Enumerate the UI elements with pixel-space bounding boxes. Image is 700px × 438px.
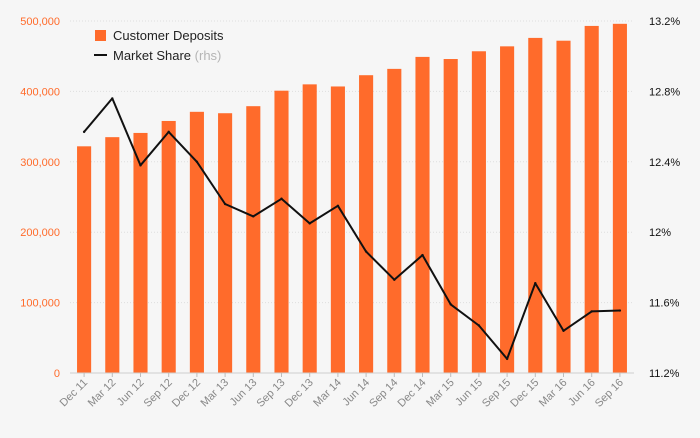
line-point [336,204,340,207]
bar [274,90,289,374]
line-point [618,309,622,312]
x-tick-label: Sep 14 [367,377,400,410]
line-point [477,324,481,327]
x-tick-label: Dec 13 [283,377,316,410]
x-tick-label: Dec 11 [58,377,91,410]
y-right-tick-label: 12.4% [649,157,680,169]
y-left-tick-label: 300,000 [20,157,60,169]
line-point [111,97,114,100]
chart-legend: Customer Deposits Market Share (rhs) [94,28,224,63]
bar [584,25,599,373]
y-left-tick-label: 200,000 [20,227,60,239]
x-tick-label: Jun 16 [566,377,598,409]
grid-layer [70,20,634,304]
market-share-line [83,97,620,360]
y-right-tick-label: 11.6% [649,298,680,310]
line-point [393,278,396,281]
line-point [562,329,565,332]
line-point [421,253,424,257]
y-right-tick-label: 13.2% [649,16,680,28]
bar [528,37,543,374]
line-point [280,197,283,200]
bar [443,59,458,374]
line-point [590,310,593,313]
line-point [223,202,227,206]
x-tick-label: Mar 14 [311,377,344,410]
bar [359,75,374,373]
legend-label-market-share: Market Share (rhs) [113,48,221,63]
y-left-tick-label: 0 [54,368,60,380]
legend-label-customer-deposits: Customer Deposits [113,28,224,43]
bar [302,84,317,374]
x-tick-label: Mar 13 [199,377,232,410]
x-tick-label: Dec 12 [170,377,203,410]
x-tick-label: Dec 14 [395,377,428,410]
x-tick-label: Jun 14 [340,377,372,409]
x-tick-label: Sep 16 [593,377,626,410]
bar [556,40,571,373]
bar [415,56,430,374]
bar [77,146,92,373]
bar [161,120,176,373]
bar [105,137,120,373]
y-left-tick-label: 400,000 [20,86,60,98]
line-layer [82,97,622,361]
y-right-tick-label: 12.8% [649,86,680,98]
line-point [252,215,255,218]
x-tick-label: Jun 12 [115,377,147,409]
y-left-tick-label: 500,000 [20,16,60,28]
x-tick-label: Sep 15 [480,377,513,410]
line-point [167,130,170,134]
x-tick-label: Sep 13 [254,377,287,410]
bar [218,113,233,373]
bar [387,68,402,373]
legend-swatch-customer-deposits [95,30,106,41]
bar [612,23,627,373]
line-point [534,282,537,285]
bar [500,46,515,374]
legend-label-market-share-suffix: (rhs) [195,48,222,63]
line-point [139,164,142,167]
x-tick-label: Mar 12 [86,377,119,410]
x-tick-label: Mar 16 [537,377,570,410]
line-point [195,160,199,163]
bar [330,86,345,374]
x-tick-label: Sep 12 [142,377,175,410]
y-left-tick-label: 100,000 [20,298,60,310]
line-point [308,222,311,225]
x-tick-label: Dec 15 [508,377,541,410]
x-tick-label: Jun 13 [228,377,260,409]
bar-layer [77,23,627,374]
x-tick-label: Mar 15 [424,377,457,410]
bar [189,111,204,373]
line-point [82,130,86,134]
line-point [449,303,452,306]
y-right-tick-label: 11.2% [649,368,680,380]
line-point [364,250,368,253]
bar [471,51,486,373]
bar [246,106,261,374]
legend-label-market-share-name: Market Share [113,48,191,63]
x-tick-label: Jun 15 [453,377,485,409]
line-point [505,357,509,361]
y-right-tick-label: 12% [649,227,671,239]
bar [133,132,148,373]
